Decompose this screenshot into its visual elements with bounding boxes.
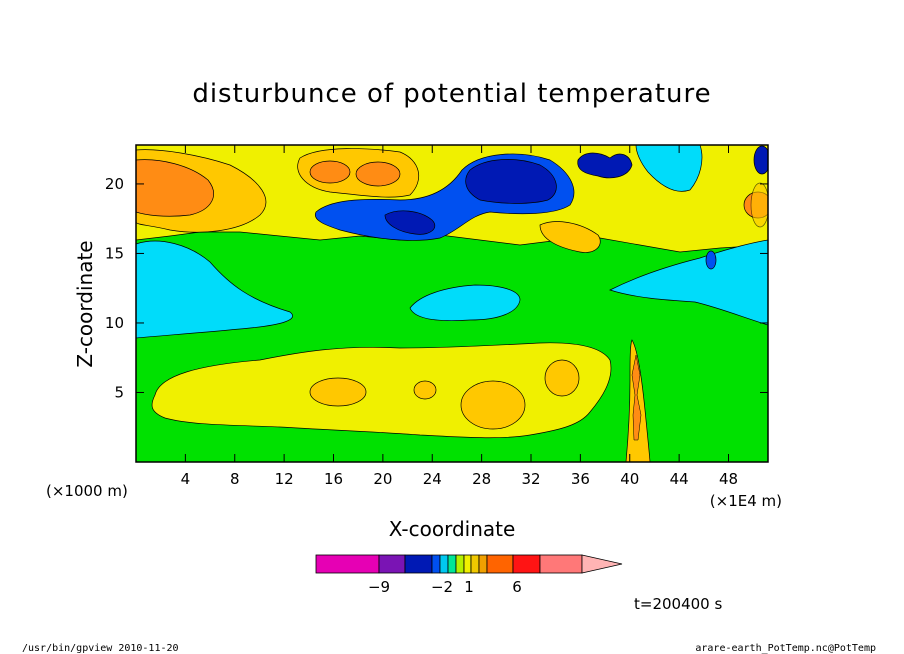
field-region-gold-right-2 — [750, 182, 768, 228]
field-region-lightblue-topright — [635, 145, 703, 192]
y-tick-label: 10 — [105, 314, 124, 332]
x-tick-label: 16 — [324, 470, 343, 488]
colorbar-label: −9 — [368, 578, 390, 596]
field-region-lightblue-mid — [409, 284, 521, 322]
chart-title: disturbunce of potential temperature — [192, 79, 711, 109]
x-tick-label: 12 — [275, 470, 294, 488]
field-region-gold-3 — [460, 380, 526, 430]
x-tick-label: 8 — [230, 470, 240, 488]
colorbar-segment — [539, 554, 583, 574]
x-tick-label: 20 — [373, 470, 392, 488]
y-tick-label: 20 — [105, 175, 124, 193]
colorbar-label: 1 — [464, 578, 474, 596]
colorbar-segment — [512, 554, 541, 574]
footer-left: /usr/bin/gpview 2010-11-20 — [22, 643, 179, 654]
y-axis: 5 10 15 20 — [105, 175, 768, 401]
colorbar-segment — [431, 554, 441, 574]
plot-frame — [135, 144, 769, 463]
colorbar-label: −2 — [431, 578, 453, 596]
y-tick-label: 15 — [105, 244, 124, 262]
field-region-gold-4 — [544, 359, 580, 397]
x-axis: 4 8 12 16 20 24 28 32 36 40 44 48 — [181, 145, 738, 488]
field-region-gold-2 — [413, 380, 437, 400]
field-region-darkblue-4 — [753, 145, 768, 175]
field-region-orange-upper-mid-2 — [355, 161, 401, 187]
colorbar-arrow — [581, 554, 623, 574]
field-region-lightblue-right — [609, 239, 768, 326]
x-tick-label: 4 — [181, 470, 191, 488]
field-region-darkblue-3 — [577, 152, 633, 179]
colorbar-label: 6 — [512, 578, 522, 596]
plot-area — [136, 145, 768, 462]
time-label: t=200400 s — [634, 595, 722, 613]
y-axis-title: Z-coordinate — [73, 240, 97, 367]
x-tick-label: 40 — [620, 470, 639, 488]
x-tick-label: 44 — [670, 470, 689, 488]
colorbar-segment — [463, 554, 472, 574]
x-tick-label: 48 — [719, 470, 738, 488]
x-tick-label: 36 — [571, 470, 590, 488]
y-tick-label: 5 — [114, 383, 124, 401]
field-region-lightblue-left — [136, 240, 293, 339]
x-unit-right: (×1E4 m) — [710, 492, 782, 510]
colorbar-segment — [439, 554, 449, 574]
x-tick-label: 28 — [472, 470, 491, 488]
colorbar-segment — [470, 554, 480, 574]
footer-right: arare-earth_PotTemp.nc@PotTemp — [695, 643, 876, 654]
colorbar-segment — [378, 554, 406, 574]
colorbar-segment — [486, 554, 514, 574]
field-region-darkblue-1 — [465, 159, 557, 204]
field-region-orange-upper-left — [136, 159, 214, 217]
x-axis-title: X-coordinate — [389, 517, 516, 541]
field-region-gold-1 — [309, 377, 367, 407]
field-region-orange-upper-mid-1 — [309, 160, 351, 184]
colorbar-labels: −9 −2 1 6 — [368, 578, 522, 596]
x-unit-left: (×1000 m) — [46, 482, 128, 500]
field-region-darkblue-2 — [384, 210, 436, 235]
colorbar-segment — [315, 554, 380, 574]
colorbar-segment — [478, 554, 488, 574]
x-tick-label: 24 — [423, 470, 442, 488]
colorbar-segment — [455, 554, 465, 574]
field-region-convection-core — [631, 354, 642, 441]
colorbar-segment — [404, 554, 433, 574]
field-region-gold-right — [539, 221, 601, 253]
field-region-blue-5 — [705, 250, 717, 270]
colorbar-segment — [447, 554, 457, 574]
colorbar — [315, 554, 623, 574]
x-tick-label: 32 — [521, 470, 540, 488]
